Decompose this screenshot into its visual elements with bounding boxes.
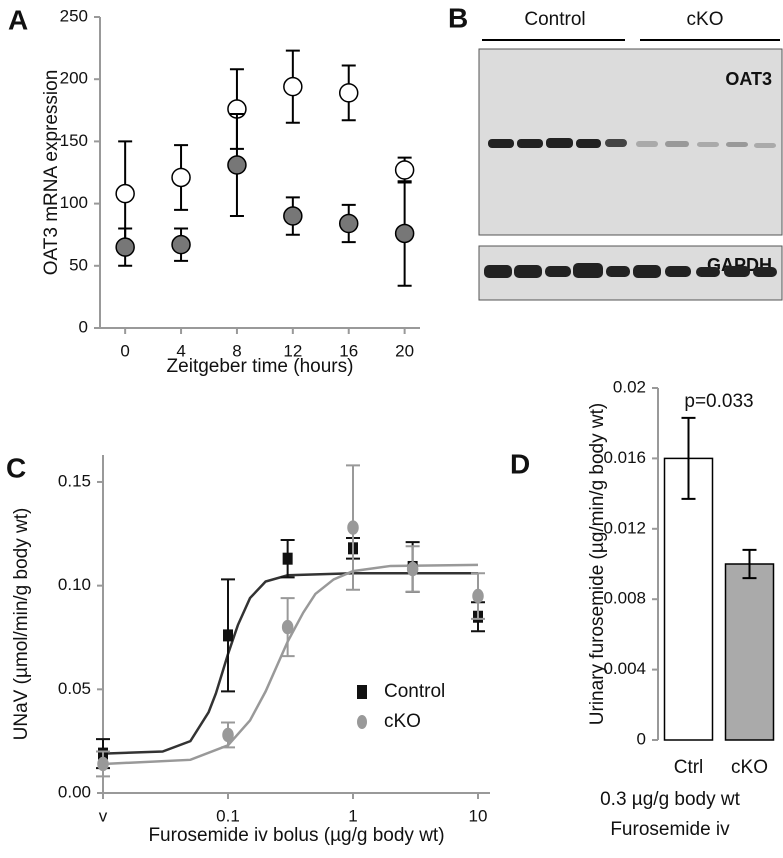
panel-letter: B [448,2,468,33]
legend-label: Control [384,681,445,702]
bar [724,563,775,741]
bar [663,457,714,741]
panel-letter: C [6,452,26,483]
y-tick-label: 0 [637,729,646,748]
y-tick-label: 200 [60,69,88,88]
x-tick-label: v [99,806,108,825]
x-tick-label: cKO [731,757,768,778]
y-tick-label: 0.00 [58,782,91,801]
error-bar [681,416,696,500]
x-axis-label: Zeitgeber time (hours) [167,356,354,377]
marker [115,183,135,204]
fit-curve [102,563,479,766]
x-tick-label: 8 [232,341,241,360]
marker [338,83,359,103]
y-axis-label: Urinary furosemide (µg/min/g body wt) [587,403,608,725]
y-tick-label: 100 [60,193,88,212]
marker [171,167,191,188]
error-bar [742,548,757,580]
y-axis-label: OAT3 mRNA expression [41,70,62,276]
y-tick-label: 50 [69,255,88,274]
y-tick-label: 0.05 [58,679,91,698]
panel-letter: D [510,448,530,479]
x-tick-label: 16 [339,341,358,360]
marker [281,619,294,635]
marker [227,155,247,175]
marker [171,234,191,255]
legend-marker [357,715,367,729]
marker [406,561,419,577]
marker [283,206,303,226]
x-axis-label: Furosemide iv bolus (µg/g body wt) [148,825,444,846]
protein-label: OAT3 [725,69,772,89]
x-tick-label: 1 [348,806,357,825]
marker [222,727,234,743]
marker [394,223,415,244]
y-tick-label: 0.016 [603,448,646,467]
legend-label: cKO [384,711,421,732]
x-axis-label: Furosemide iv [610,819,730,840]
marker [223,629,233,642]
x-tick-label: 12 [283,341,302,360]
group-label: Control [524,9,585,30]
y-tick-label: 0.02 [613,377,646,396]
y-tick-label: 0.10 [58,575,91,594]
y-axis-label: UNaV (µmol/min/g body wt) [11,508,32,741]
marker [97,756,109,772]
y-tick-label: 0.15 [58,471,91,490]
blot: Control cKO OAT3 GAPDH [478,9,783,301]
x-tick-label: 0.1 [216,806,240,825]
marker [394,160,415,180]
y-tick-label: 0 [79,317,88,336]
group-label: cKO [687,9,724,30]
marker [347,520,359,535]
fit-curve [102,571,478,755]
y-tick-label: 250 [60,6,88,25]
y-tick-label: 0.008 [603,589,646,608]
annotation: p=0.033 [684,391,753,412]
marker [115,237,135,257]
marker [472,588,484,604]
bands [484,138,777,278]
x-tick-label: 20 [395,341,414,360]
marker [283,76,303,97]
y-tick-label: 150 [60,131,88,150]
marker [338,213,359,234]
panel-letter: A [8,4,28,35]
marker [282,552,293,565]
x-tick-label: 0 [120,341,129,360]
x-axis-label: 0.3 µg/g body wt [600,789,741,810]
x-tick-label: Ctrl [674,757,704,778]
legend-marker [357,685,367,699]
y-tick-label: 0.012 [603,518,646,537]
x-tick-label: 10 [469,806,488,825]
x-tick-label: 4 [176,341,185,360]
y-tick-label: 0.004 [603,659,646,678]
